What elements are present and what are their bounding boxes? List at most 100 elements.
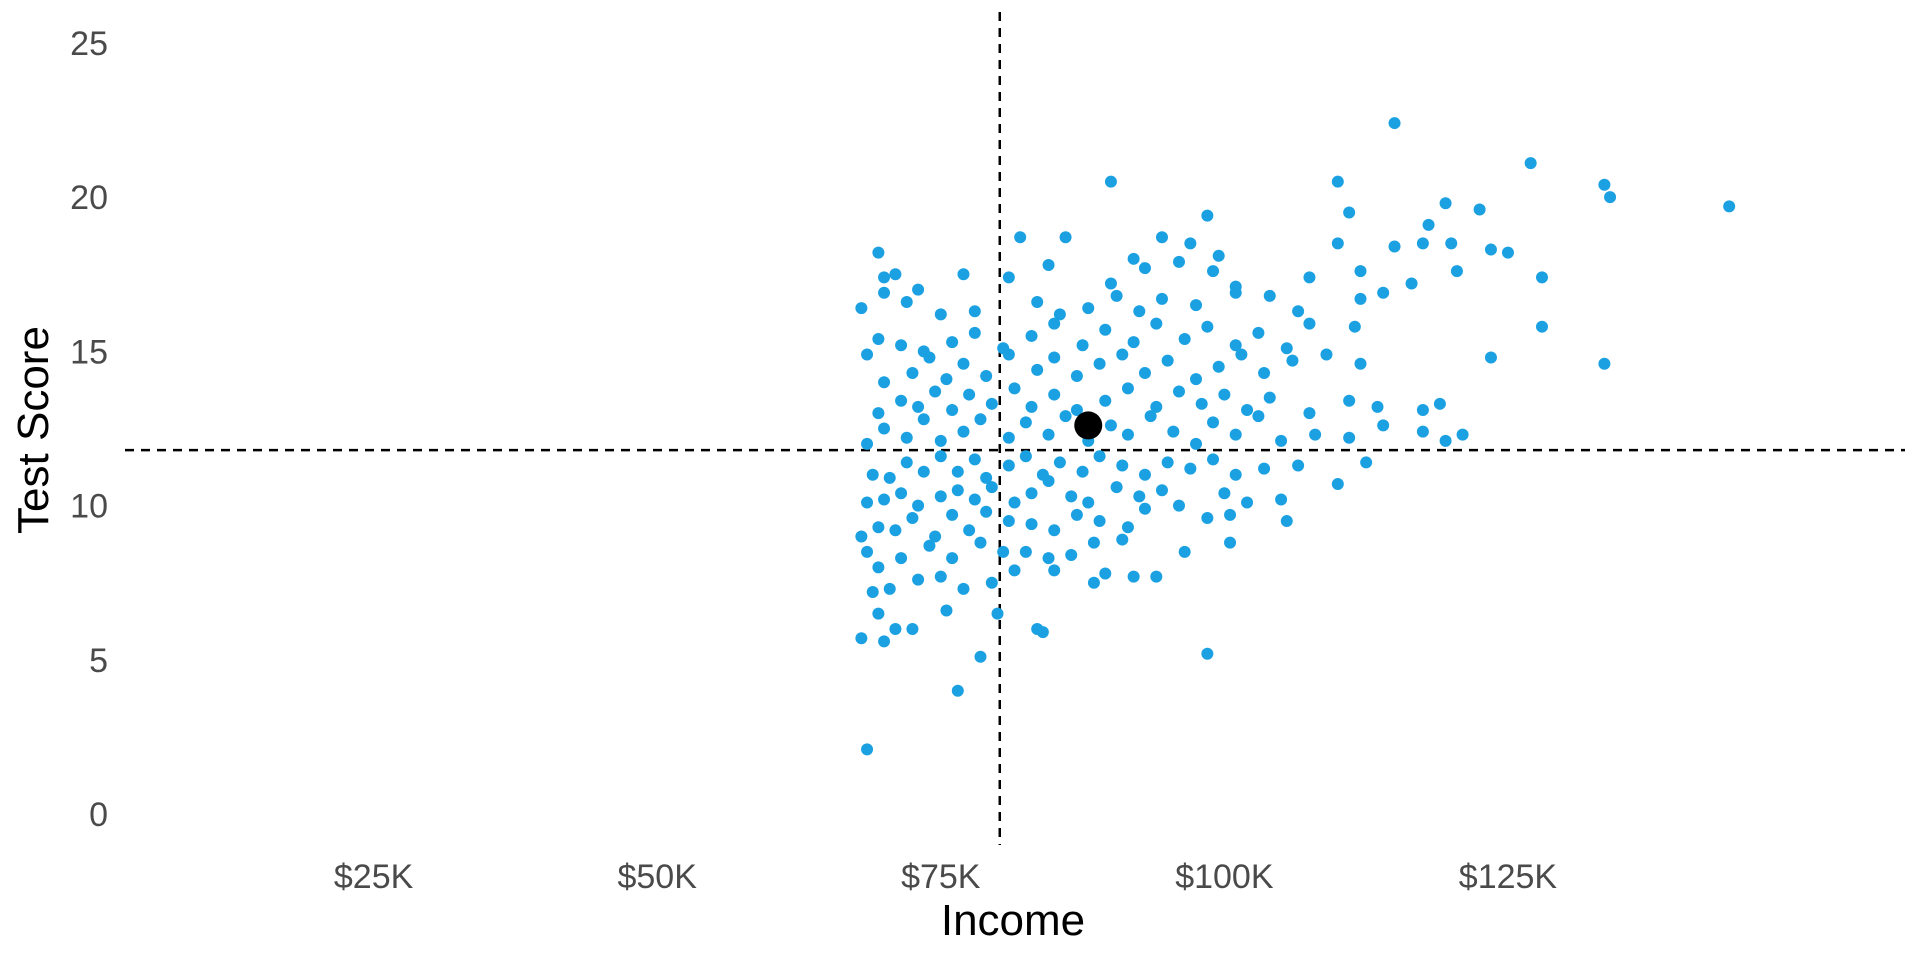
data-point xyxy=(1048,524,1061,537)
data-point xyxy=(1138,468,1151,481)
data-point xyxy=(1025,487,1038,500)
data-point xyxy=(934,570,947,583)
data-point xyxy=(1433,397,1446,410)
data-point xyxy=(878,493,891,506)
data-point xyxy=(1598,178,1611,191)
data-point xyxy=(1280,342,1293,355)
data-point xyxy=(1604,191,1617,204)
data-point xyxy=(1070,508,1083,521)
x-axis-ticks: $25K $50K $75K $100K $125K xyxy=(334,858,1558,896)
data-point xyxy=(1263,289,1276,302)
data-point xyxy=(946,336,959,349)
data-point xyxy=(912,283,925,296)
data-point xyxy=(991,607,1004,620)
data-point xyxy=(1190,373,1203,386)
data-point xyxy=(1127,252,1140,265)
data-point xyxy=(974,650,987,663)
data-point xyxy=(1275,434,1288,447)
data-point xyxy=(1286,354,1299,367)
data-point xyxy=(872,246,885,259)
data-point xyxy=(968,305,981,318)
data-point xyxy=(1445,237,1458,250)
data-point xyxy=(889,524,902,537)
data-point xyxy=(900,431,913,444)
data-point xyxy=(1150,570,1163,583)
data-point xyxy=(872,407,885,420)
data-point xyxy=(866,468,879,481)
data-point xyxy=(1377,419,1390,432)
data-point xyxy=(1388,117,1401,130)
data-point xyxy=(878,286,891,299)
data-point xyxy=(1133,305,1146,318)
data-point xyxy=(1723,200,1736,213)
data-point xyxy=(1076,465,1089,478)
data-point xyxy=(934,434,947,447)
data-point xyxy=(1241,403,1254,416)
data-point xyxy=(1161,354,1174,367)
data-point xyxy=(855,530,868,543)
data-point xyxy=(855,632,868,645)
data-point xyxy=(872,607,885,620)
data-point xyxy=(1178,333,1191,346)
data-point xyxy=(1025,518,1038,531)
mean-point-group xyxy=(1074,411,1103,440)
data-point xyxy=(1070,370,1083,383)
data-point xyxy=(1360,456,1373,469)
data-point xyxy=(1048,317,1061,330)
data-point xyxy=(1173,255,1185,268)
data-point xyxy=(1207,265,1220,278)
data-point xyxy=(1207,453,1220,466)
data-point xyxy=(1241,496,1254,509)
data-point xyxy=(1008,564,1021,577)
data-point xyxy=(1002,431,1015,444)
data-point xyxy=(889,623,902,636)
data-point xyxy=(861,496,874,509)
data-point xyxy=(1439,197,1452,210)
data-point xyxy=(878,422,891,435)
data-point xyxy=(1212,249,1225,262)
data-point xyxy=(1093,357,1106,370)
data-point xyxy=(1138,366,1151,379)
data-point xyxy=(1116,459,1129,472)
data-point xyxy=(1190,437,1203,450)
data-point xyxy=(1252,410,1265,423)
data-point xyxy=(1121,521,1134,534)
data-point xyxy=(997,545,1010,558)
data-point xyxy=(1093,515,1106,528)
data-point xyxy=(1099,567,1112,580)
data-point xyxy=(1173,499,1185,512)
data-point xyxy=(878,271,891,284)
data-point xyxy=(1303,407,1316,420)
data-point xyxy=(957,357,970,370)
data-point xyxy=(1331,478,1344,491)
data-point xyxy=(1150,317,1163,330)
y-tick-label: 10 xyxy=(70,488,108,526)
data-point xyxy=(1082,302,1095,315)
data-point xyxy=(878,376,891,389)
data-point xyxy=(1536,320,1548,333)
data-point xyxy=(1019,416,1032,429)
data-point xyxy=(1048,351,1061,364)
data-point xyxy=(1473,203,1486,216)
data-point xyxy=(1110,481,1123,494)
data-point xyxy=(1218,487,1231,500)
data-point xyxy=(1422,218,1435,231)
data-point xyxy=(1309,428,1322,441)
y-axis-title: Test Score xyxy=(9,326,58,534)
data-point xyxy=(1042,428,1055,441)
data-point xyxy=(1331,175,1344,188)
y-axis-ticks: 0 5 10 15 20 25 xyxy=(70,25,108,834)
data-point xyxy=(1019,450,1032,463)
data-point xyxy=(940,373,953,386)
data-point xyxy=(1014,231,1027,244)
data-point xyxy=(1229,428,1242,441)
data-point xyxy=(929,530,942,543)
data-point xyxy=(946,508,959,521)
data-point xyxy=(1070,403,1083,416)
data-point xyxy=(1127,570,1140,583)
data-point xyxy=(1263,391,1276,404)
data-point xyxy=(980,471,993,484)
data-point xyxy=(1042,258,1055,271)
x-tick-label: $75K xyxy=(901,858,981,896)
data-point xyxy=(968,453,981,466)
